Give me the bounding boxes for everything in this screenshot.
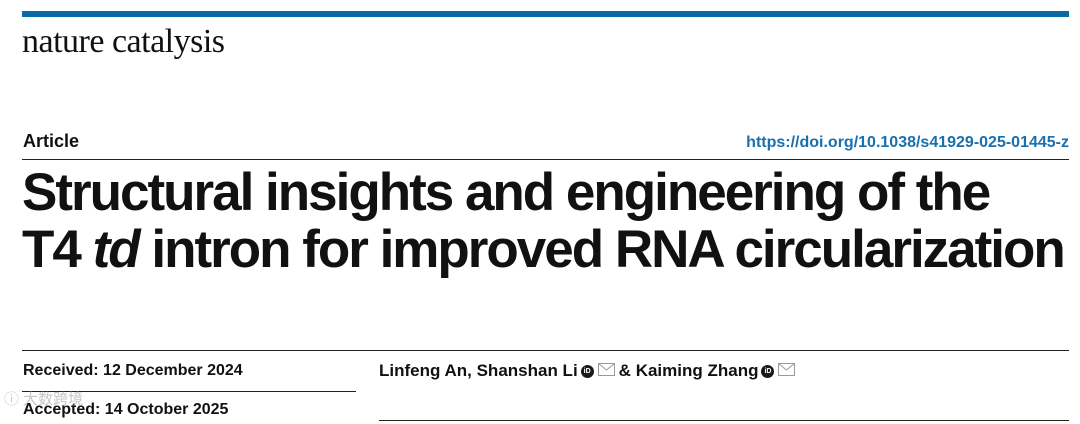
author-separator: & xyxy=(618,361,631,380)
title-line-2-suffix: intron for improved RNA circularization xyxy=(151,220,1065,279)
article-title: Structural insights and engineering of t… xyxy=(22,164,1072,278)
authors-divider xyxy=(379,420,1069,421)
doi-link[interactable]: https://doi.org/10.1038/s41929-025-01445… xyxy=(746,134,1069,151)
title-line-2-prefix: T4 xyxy=(22,220,82,279)
author-name[interactable]: Shanshan Li xyxy=(476,361,578,380)
author-list: Linfeng An, Shanshan Li iD & Kaiming Zha… xyxy=(379,361,799,381)
received-date: Received: 12 December 2024 xyxy=(23,362,243,379)
metadata-divider xyxy=(22,350,1069,351)
watermark: ⓘ 大数跨境 xyxy=(4,391,84,408)
email-icon[interactable] xyxy=(597,361,615,381)
orcid-icon[interactable]: iD xyxy=(761,364,775,378)
title-line-1: Structural insights and engineering of t… xyxy=(22,163,991,222)
journal-accent-bar xyxy=(22,11,1069,17)
author-name[interactable]: Kaiming Zhang xyxy=(635,361,759,380)
dates-divider xyxy=(22,391,356,392)
header-divider xyxy=(22,159,1069,160)
author-name[interactable]: Linfeng An, xyxy=(379,361,472,380)
title-line-2-italic: td xyxy=(92,220,141,279)
email-icon[interactable] xyxy=(778,361,796,381)
article-type-label: Article xyxy=(23,131,80,151)
orcid-icon[interactable]: iD xyxy=(580,364,594,378)
accepted-date: Accepted: 14 October 2025 xyxy=(23,401,229,418)
journal-name[interactable]: nature catalysis xyxy=(22,23,225,60)
